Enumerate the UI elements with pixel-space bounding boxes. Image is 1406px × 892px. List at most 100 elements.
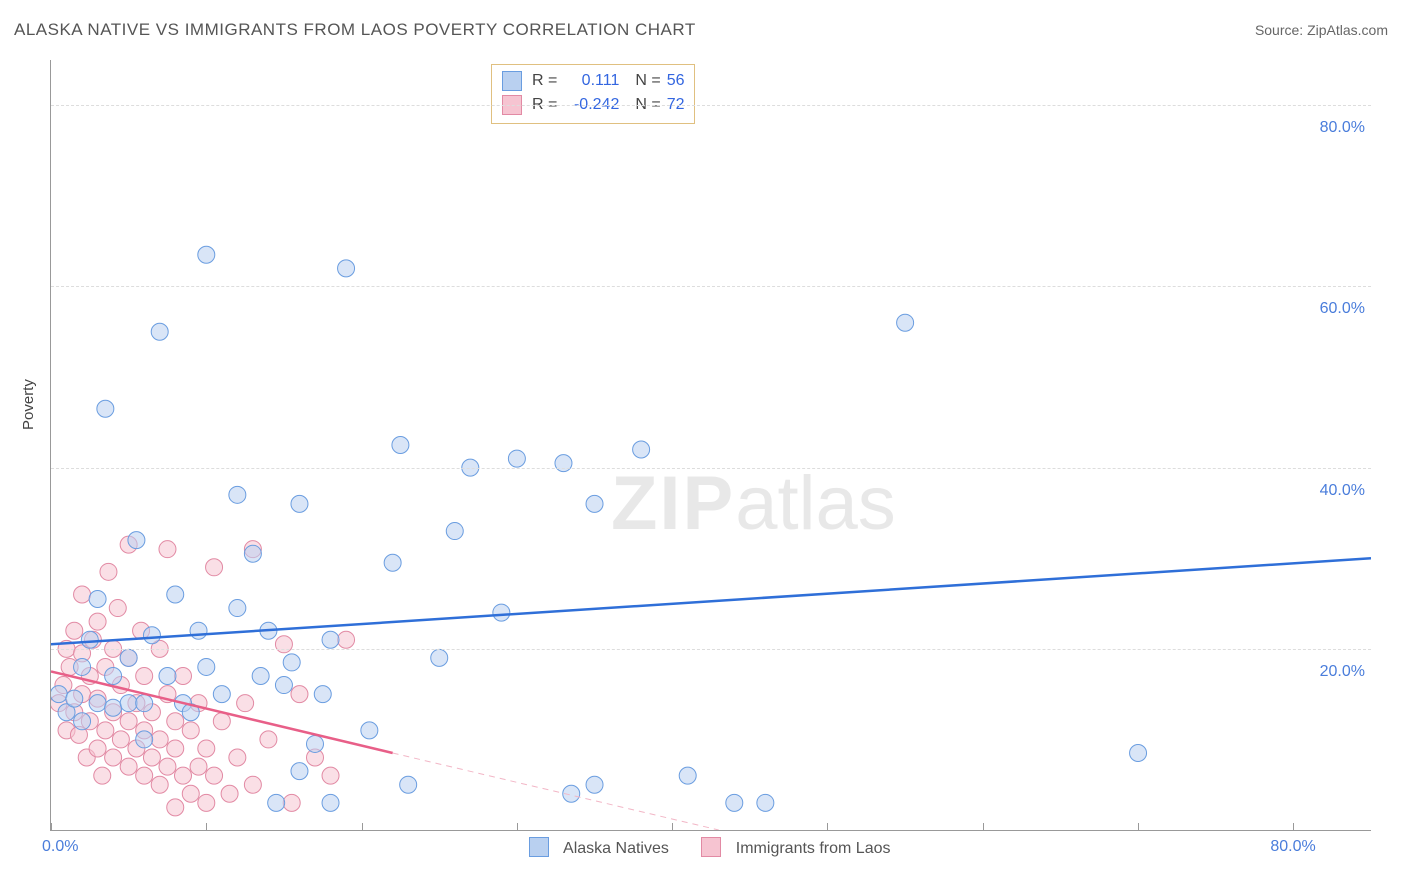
scatter-point (89, 613, 106, 630)
y-tick-label: 40.0% (1320, 482, 1365, 500)
trend-line (51, 558, 1371, 644)
scatter-point (213, 713, 230, 730)
scatter-point (229, 600, 246, 617)
scatter-point (81, 631, 98, 648)
scatter-point (89, 591, 106, 608)
scatter-point (291, 686, 308, 703)
scatter-point (66, 690, 83, 707)
scatter-point (268, 794, 285, 811)
x-tick-mark (672, 823, 673, 831)
gridline (51, 105, 1371, 106)
x-tick-mark (517, 823, 518, 831)
scatter-point (400, 776, 417, 793)
scatter-point (143, 749, 160, 766)
y-tick-label: 80.0% (1320, 119, 1365, 137)
scatter-point (307, 735, 324, 752)
scatter-point (508, 450, 525, 467)
scatter-point (213, 686, 230, 703)
legend-swatch-2 (701, 837, 721, 857)
scatter-point (136, 695, 153, 712)
scatter-point (97, 400, 114, 417)
scatter-point (1130, 745, 1147, 762)
scatter-point (198, 658, 215, 675)
scatter-point (198, 740, 215, 757)
scatter-point (151, 731, 168, 748)
scatter-point (586, 495, 603, 512)
scatter-point (726, 794, 743, 811)
scatter-point (151, 323, 168, 340)
scatter-point (322, 767, 339, 784)
scatter-point (229, 749, 246, 766)
x-tick-mark (362, 823, 363, 831)
x-tick-mark (827, 823, 828, 831)
chart-title: ALASKA NATIVE VS IMMIGRANTS FROM LAOS PO… (14, 20, 696, 40)
plot-svg (51, 60, 1371, 830)
scatter-point (633, 441, 650, 458)
scatter-point (105, 699, 122, 716)
scatter-point (167, 713, 184, 730)
x-tick-mark (1293, 823, 1294, 831)
scatter-point (446, 523, 463, 540)
y-axis-label: Poverty (20, 379, 37, 430)
scatter-point (283, 654, 300, 671)
scatter-point (120, 758, 137, 775)
scatter-point (175, 668, 192, 685)
y-tick-label: 20.0% (1320, 663, 1365, 681)
scatter-point (97, 722, 114, 739)
scatter-point (206, 767, 223, 784)
scatter-point (89, 740, 106, 757)
x-tick-mark (206, 823, 207, 831)
scatter-point (314, 686, 331, 703)
scatter-point (109, 600, 126, 617)
scatter-point (291, 495, 308, 512)
legend-label-1: Alaska Natives (563, 840, 669, 857)
scatter-point (229, 486, 246, 503)
scatter-point (361, 722, 378, 739)
scatter-point (555, 455, 572, 472)
scatter-point (198, 794, 215, 811)
scatter-point (384, 554, 401, 571)
scatter-point (244, 776, 261, 793)
bottom-legend: Alaska Natives Immigrants from Laos (50, 837, 1370, 858)
scatter-point (66, 622, 83, 639)
scatter-point (237, 695, 254, 712)
scatter-point (112, 731, 129, 748)
scatter-point (275, 636, 292, 653)
legend-label-2: Immigrants from Laos (736, 840, 891, 857)
scatter-point (244, 545, 261, 562)
x-axis-max-label: 80.0% (1270, 838, 1315, 856)
scatter-point (136, 767, 153, 784)
scatter-point (167, 586, 184, 603)
scatter-point (167, 740, 184, 757)
scatter-point (159, 541, 176, 558)
scatter-point (89, 695, 106, 712)
y-tick-label: 60.0% (1320, 300, 1365, 318)
scatter-point (283, 794, 300, 811)
legend-swatch-1 (529, 837, 549, 857)
scatter-point (260, 731, 277, 748)
scatter-point (182, 785, 199, 802)
scatter-point (74, 586, 91, 603)
scatter-point (493, 604, 510, 621)
scatter-point (128, 532, 145, 549)
scatter-point (120, 649, 137, 666)
scatter-point (51, 686, 67, 703)
scatter-point (159, 758, 176, 775)
scatter-point (586, 776, 603, 793)
scatter-point (679, 767, 696, 784)
gridline (51, 468, 1371, 469)
scatter-point (338, 631, 355, 648)
scatter-point (136, 731, 153, 748)
scatter-point (120, 713, 137, 730)
x-tick-mark (983, 823, 984, 831)
x-tick-mark (1138, 823, 1139, 831)
scatter-point (431, 649, 448, 666)
plot-area: ZIPatlas R = 0.111 N = 56 R = -0.242 N =… (50, 60, 1371, 831)
scatter-point (105, 668, 122, 685)
legend-item-2: Immigrants from Laos (701, 840, 890, 857)
x-axis-min-label: 0.0% (42, 838, 78, 856)
scatter-point (100, 563, 117, 580)
scatter-point (182, 722, 199, 739)
scatter-point (757, 794, 774, 811)
gridline (51, 649, 1371, 650)
